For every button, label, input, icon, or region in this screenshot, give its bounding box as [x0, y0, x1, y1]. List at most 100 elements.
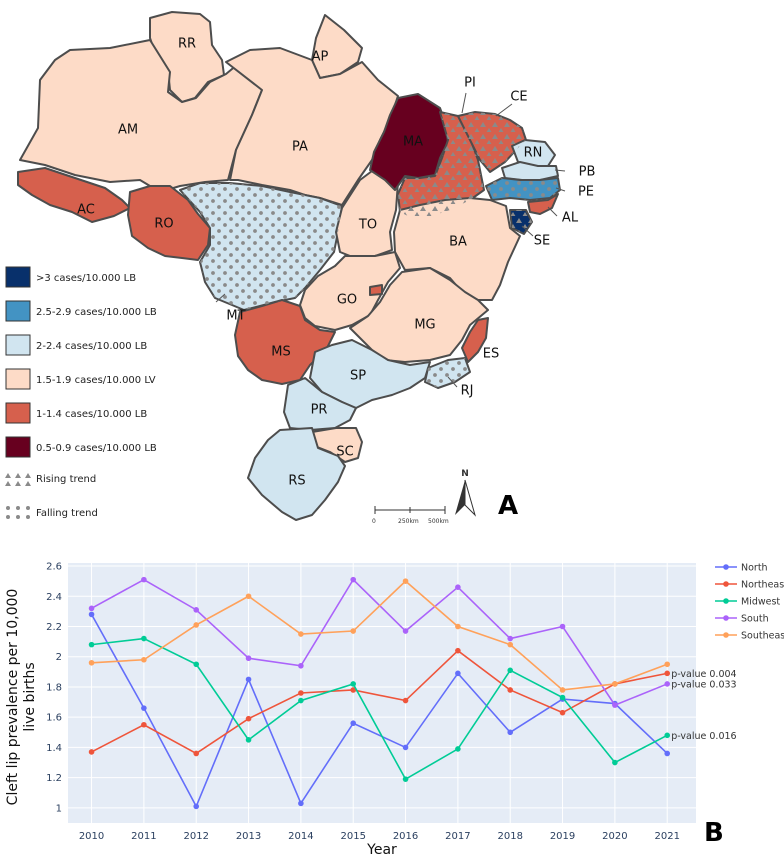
x-tick-label: 2016	[393, 831, 418, 842]
legend-label-2: 2-2.4 cases/10.000 LB	[36, 341, 147, 352]
state-label-RJ: RJ	[461, 384, 474, 399]
plot-background	[68, 563, 696, 823]
state-GO	[299, 251, 401, 331]
x-tick-label: 2017	[445, 831, 470, 842]
state-label-CE: CE	[510, 90, 527, 105]
data-point-south	[402, 628, 409, 634]
data-point-south	[298, 662, 304, 669]
data-point-southeast	[298, 631, 304, 637]
data-point-south	[245, 655, 252, 662]
state-RO	[127, 185, 211, 261]
state-label-RO: RO	[154, 217, 173, 232]
x-tick-label: 2015	[340, 831, 365, 842]
state-RS	[247, 427, 346, 521]
data-point-northeast	[507, 687, 514, 693]
data-point-south	[612, 702, 618, 708]
data-point-north	[350, 720, 357, 727]
y-tick-label: 2.6	[46, 562, 62, 573]
y-tick-label: 2	[56, 652, 62, 663]
legend-label-north: North	[741, 563, 768, 574]
y-axis-title-line-1: Cleft lip prevalence per 10,000	[5, 589, 21, 806]
data-point-south	[350, 576, 357, 583]
y-axis-title-line-2: live births	[22, 662, 38, 731]
data-point-north	[141, 705, 147, 711]
legend-marker-north	[723, 564, 729, 570]
series-line-southeast	[91, 580, 668, 691]
x-tick-label: 2012	[183, 831, 208, 842]
state-label-MG: MG	[414, 318, 435, 333]
data-point-northeast	[298, 690, 304, 696]
falling-trend-label: Falling trend	[36, 508, 98, 519]
x-tick-label: 2021	[654, 831, 679, 842]
p-value-label-northeast: p-value 0.004	[671, 669, 736, 680]
series-line-midwest	[91, 637, 668, 781]
legend-label-3: 1.5-1.9 cases/10.000 LV	[36, 375, 156, 386]
data-point-northeast	[141, 721, 147, 728]
trend-overlay-SE	[510, 210, 532, 234]
state-label-SP: SP	[350, 369, 366, 384]
legend-marker-midwest	[723, 598, 729, 604]
data-point-midwest	[664, 732, 671, 739]
falling-trend-icon	[6, 506, 30, 519]
data-point-northeast	[455, 647, 461, 654]
data-point-southeast	[245, 593, 252, 600]
state-label-PR: PR	[311, 403, 328, 418]
chart-legend: North Northeast Midwest South Southeast	[715, 563, 784, 642]
legend-label-south: South	[741, 614, 769, 625]
p-value-label-midwest: p-value 0.016	[671, 731, 736, 742]
state-label-ES: ES	[483, 347, 499, 362]
data-point-midwest	[245, 737, 252, 743]
x-tick-label: 2018	[497, 831, 522, 842]
data-point-south	[559, 623, 566, 630]
data-point-southeast	[455, 623, 461, 630]
state-label-MS: MS	[271, 345, 290, 360]
state-label-GO: GO	[337, 293, 357, 308]
data-point-south	[455, 584, 461, 590]
legend-swatch-0	[5, 266, 31, 288]
trend-overlay-PE	[486, 178, 560, 200]
legend-label-0: >3 cases/10.000 LB	[36, 273, 136, 284]
x-tick-label: 2014	[288, 831, 313, 842]
p-value-annotations: p-value 0.004 p-value 0.016 p-value 0.033	[671, 669, 736, 742]
legend-swatch-3	[5, 368, 31, 390]
data-point-south	[664, 681, 671, 687]
state-label-TO: TO	[358, 218, 377, 233]
data-point-southeast	[559, 687, 566, 693]
state-label-SC: SC	[336, 445, 353, 460]
x-tick-label: 2013	[236, 831, 261, 842]
state-label-AC: AC	[77, 203, 95, 218]
legend-label-4: 1-1.4 cases/10.000 LB	[36, 409, 147, 420]
data-point-north	[507, 729, 514, 736]
state-label-PE: PE	[578, 185, 594, 200]
state-label-RS: RS	[288, 474, 305, 489]
y-tick-label: 1.2	[46, 773, 62, 784]
legend-swatch-2	[5, 334, 31, 356]
data-point-midwest	[88, 641, 95, 648]
p-value-label-south: p-value 0.033	[671, 679, 736, 690]
trend-overlay-RJ	[425, 358, 470, 388]
data-point-midwest	[559, 694, 566, 701]
data-point-southeast	[141, 656, 147, 663]
state-label-MA: MA	[403, 135, 423, 150]
state-label-PI: PI	[464, 76, 476, 91]
scale-label-0: 0	[372, 518, 376, 525]
legend-marker-northeast	[723, 581, 729, 587]
data-point-midwest	[402, 776, 409, 782]
state-label-RN: RN	[524, 146, 543, 161]
data-point-northeast	[88, 749, 95, 755]
state-label-RR: RR	[178, 37, 196, 52]
data-point-south	[88, 605, 95, 612]
trend-overlay-MT	[180, 183, 342, 310]
state-label-MT: MT	[226, 309, 245, 324]
trend-overlay-PI	[398, 112, 484, 218]
state-PA	[225, 47, 399, 206]
legend-label-midwest: Midwest	[741, 597, 780, 608]
data-point-northeast	[402, 697, 409, 704]
panel-letter-b: B	[704, 818, 724, 848]
legend-label-southeast: Southeast	[741, 631, 784, 642]
y-tick-label: 2.2	[46, 622, 62, 633]
legend-marker-south	[723, 615, 729, 621]
data-point-northeast	[350, 687, 357, 693]
y-tick-label: 1.8	[46, 682, 62, 693]
data-point-southeast	[612, 681, 618, 687]
